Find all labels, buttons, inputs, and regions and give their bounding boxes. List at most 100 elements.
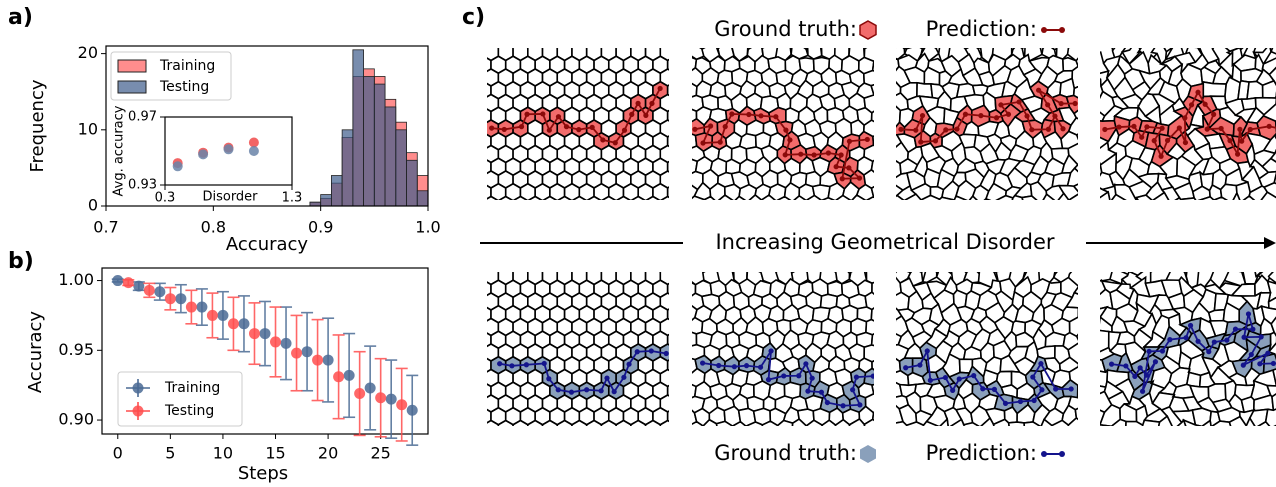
point — [175, 293, 187, 305]
point — [375, 392, 387, 404]
cell — [709, 208, 724, 226]
cell — [1152, 272, 1156, 275]
cell — [674, 345, 691, 361]
cell — [1271, 441, 1276, 465]
point — [217, 309, 229, 321]
cell — [667, 134, 682, 151]
cell — [768, 208, 785, 227]
point — [322, 354, 334, 366]
prediction-node — [692, 126, 698, 132]
cell — [876, 170, 895, 186]
prediction-path — [1111, 313, 1274, 392]
cell — [1045, 256, 1061, 269]
cell — [1202, 81, 1228, 98]
prediction-node — [612, 140, 618, 146]
cell — [879, 368, 896, 386]
point — [164, 293, 176, 305]
lattice — [447, 31, 669, 226]
cell — [880, 172, 895, 187]
histogram-bar — [416, 190, 429, 207]
cell — [927, 210, 947, 225]
cell — [1194, 27, 1205, 48]
cell — [672, 368, 690, 387]
x-tick-label: 1.3 — [282, 191, 303, 206]
cell — [883, 435, 902, 448]
cell — [675, 370, 690, 387]
cell — [476, 31, 491, 48]
cell — [1106, 433, 1123, 451]
cell — [864, 272, 866, 273]
cell — [1128, 272, 1144, 277]
cell — [875, 98, 894, 111]
cell — [638, 209, 653, 226]
cell — [1077, 253, 1090, 270]
cell — [1048, 207, 1061, 228]
cell — [875, 66, 894, 84]
prediction-node — [497, 361, 503, 367]
cell — [462, 280, 477, 297]
prediction-node — [1240, 362, 1246, 368]
cell — [783, 210, 800, 227]
cell — [856, 254, 872, 274]
cell — [885, 257, 902, 270]
cell — [646, 446, 661, 463]
legend-swatch — [117, 59, 147, 73]
cell — [447, 31, 462, 48]
cell — [469, 120, 484, 137]
prediction-node — [1029, 127, 1035, 133]
prediction-node — [1144, 124, 1150, 130]
prediction-node — [846, 165, 852, 171]
cell — [462, 56, 477, 73]
cell — [673, 171, 689, 188]
lattice — [1100, 272, 1276, 465]
cell — [666, 333, 669, 346]
prediction-node — [657, 85, 663, 92]
cell — [697, 255, 712, 272]
cell — [469, 446, 484, 463]
cell — [614, 272, 618, 273]
cell — [992, 272, 1000, 274]
prediction-node — [903, 365, 909, 371]
cell — [447, 56, 462, 73]
cell — [731, 420, 747, 426]
cell — [800, 210, 815, 227]
cell — [666, 308, 669, 321]
x-tick-label: 15 — [265, 444, 285, 463]
prediction-node — [643, 112, 649, 119]
prediction-node — [716, 362, 722, 369]
cell — [565, 433, 580, 450]
legend-label: Testing — [164, 403, 214, 419]
prediction-node — [1270, 360, 1276, 367]
cell — [513, 446, 528, 463]
prediction-node — [1139, 388, 1146, 394]
cell — [692, 195, 706, 200]
prediction-node — [546, 127, 552, 133]
prediction-node — [783, 127, 789, 133]
point — [301, 346, 313, 358]
cell — [615, 419, 632, 426]
cell — [1047, 435, 1065, 450]
cell — [1100, 48, 1101, 61]
cell — [497, 48, 500, 49]
cell — [616, 446, 631, 463]
cell — [776, 195, 792, 200]
cell — [666, 384, 669, 397]
prediction-node — [980, 386, 986, 392]
prediction-node — [918, 139, 924, 145]
cell — [1141, 419, 1161, 426]
cell — [1106, 210, 1123, 227]
cell — [462, 184, 477, 201]
prediction-node — [1218, 125, 1224, 132]
prediction-node — [825, 150, 832, 156]
cell — [462, 133, 477, 150]
legend-swatch — [132, 405, 144, 417]
cell — [557, 446, 572, 463]
cell — [469, 268, 484, 285]
cell — [624, 209, 639, 226]
cell — [498, 195, 514, 200]
cell — [673, 268, 687, 283]
prediction-node — [731, 364, 737, 370]
cell — [1176, 430, 1191, 450]
cell — [630, 195, 646, 200]
cell — [760, 194, 777, 200]
